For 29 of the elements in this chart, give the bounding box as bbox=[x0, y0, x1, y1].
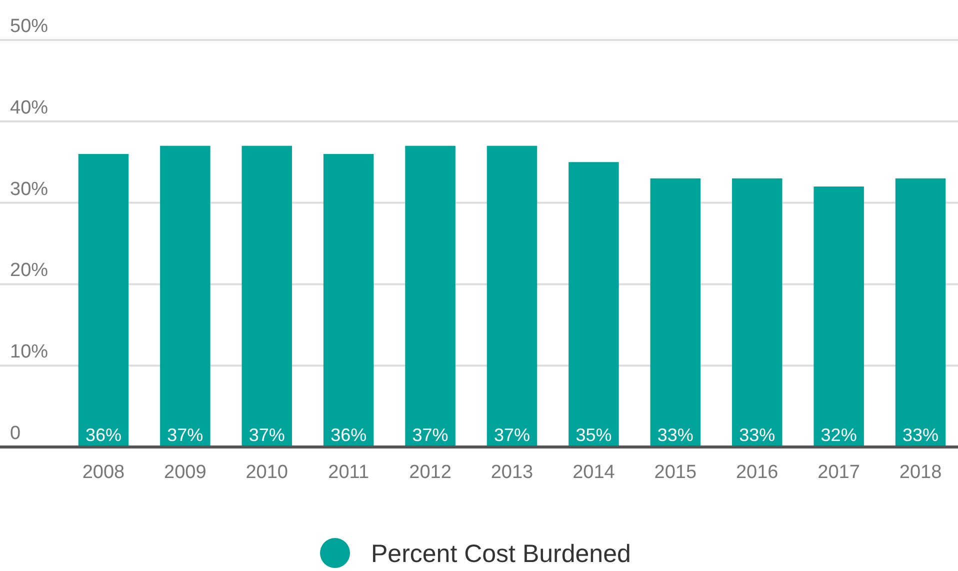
x-tick-label: 2013 bbox=[490, 462, 534, 483]
data-label: 35% bbox=[576, 425, 612, 445]
x-tick-label: 2010 bbox=[246, 462, 288, 483]
x-tick-label: 2018 bbox=[899, 462, 942, 483]
data-label: 33% bbox=[902, 425, 939, 445]
y-tick-label: 10% bbox=[10, 342, 48, 363]
y-tick-label: 50% bbox=[10, 16, 48, 37]
x-tick-label: 2008 bbox=[82, 462, 125, 483]
x-tick-label: 2014 bbox=[572, 462, 616, 483]
y-tick-label: 30% bbox=[10, 178, 48, 200]
data-label: 33% bbox=[739, 425, 776, 445]
x-tick-label: 2017 bbox=[818, 462, 860, 483]
legend-label: Percent Cost Burdened bbox=[371, 540, 631, 568]
y-tick-label: 20% bbox=[10, 260, 48, 282]
x-tick-label: 2015 bbox=[654, 462, 697, 483]
data-label: 36% bbox=[85, 425, 122, 445]
x-tick-label: 2012 bbox=[409, 462, 452, 483]
data-label: 37% bbox=[248, 425, 285, 445]
y-tick-label: 40% bbox=[10, 97, 48, 118]
data-label: 36% bbox=[330, 425, 367, 445]
data-label: 37% bbox=[167, 425, 204, 445]
data-label: 32% bbox=[820, 425, 857, 445]
data-label: 37% bbox=[494, 425, 530, 445]
y-tick-label: 0 bbox=[10, 423, 21, 444]
data-label: 33% bbox=[657, 425, 694, 445]
x-tick-label: 2016 bbox=[736, 462, 778, 483]
data-label: 37% bbox=[412, 425, 448, 445]
x-tick-label: 2009 bbox=[164, 462, 206, 483]
x-tick-label: 2011 bbox=[328, 462, 370, 483]
